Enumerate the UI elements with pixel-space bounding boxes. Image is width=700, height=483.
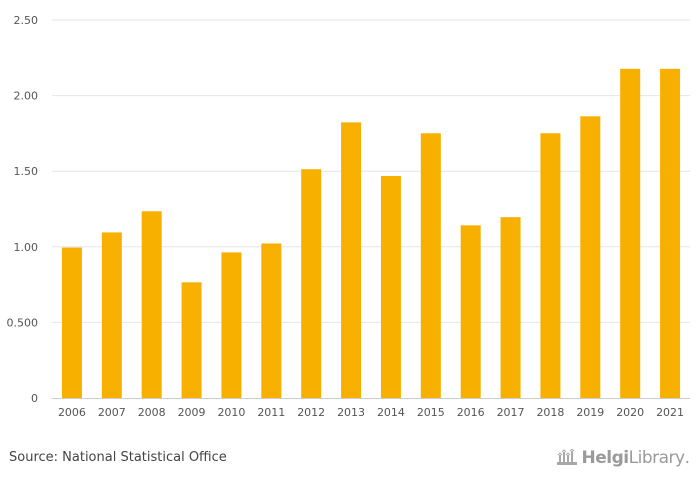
bar-2007	[101, 232, 122, 398]
helgi-library-logo: HelgiLibrary.	[556, 448, 690, 468]
bar-2010	[221, 252, 242, 398]
bar-2016	[460, 225, 481, 398]
bar-2008	[141, 211, 162, 398]
helgi-library-mark-icon	[556, 449, 577, 465]
logo-helgi-text: Helgi	[581, 448, 630, 468]
y-tick-label: 2.50	[14, 14, 39, 27]
bar-2012	[301, 169, 322, 398]
bar-2006	[61, 247, 82, 398]
source-note: Source: National Statistical Office	[9, 450, 227, 465]
bar-2009	[181, 282, 202, 398]
x-tick-label: 2015	[417, 406, 445, 419]
x-tick-label: 2006	[58, 406, 86, 419]
x-tick-label: 2010	[217, 406, 245, 419]
x-tick-label: 2020	[616, 406, 644, 419]
bar-2017	[500, 217, 521, 398]
y-tick-label: 0	[31, 392, 38, 405]
bar-2011	[261, 243, 282, 398]
bar-2013	[341, 122, 362, 398]
bar-2021	[660, 68, 681, 399]
y-tick-label: 1.00	[14, 241, 39, 254]
y-tick-label: 0.500	[7, 316, 39, 329]
y-tick-label: 2.00	[14, 90, 39, 103]
x-tick-label: 2012	[297, 406, 325, 419]
bar-2015	[420, 133, 441, 399]
x-tick-label: 2017	[497, 406, 525, 419]
x-tick-label: 2007	[98, 406, 126, 419]
bar-2014	[380, 176, 401, 398]
x-tick-label: 2008	[138, 406, 166, 419]
bar-2019	[580, 116, 601, 399]
y-tick-label: 1.50	[14, 165, 39, 178]
x-tick-label: 2018	[536, 406, 564, 419]
x-tick-label: 2019	[576, 406, 604, 419]
bars	[61, 68, 681, 399]
x-tick-label: 2014	[377, 406, 405, 419]
x-tick-label: 2011	[257, 406, 285, 419]
logo-dot-text: .	[684, 448, 690, 468]
y-axis-tick-labels: 0 0.500 1.00 1.50 2.00 2.50	[7, 14, 39, 405]
x-axis-tick-labels: 2006 2007 2008 2009 2010 2011 2012 2013 2014 2015…	[58, 406, 684, 419]
bar-2018	[540, 133, 561, 399]
logo-library-text: Library	[628, 448, 685, 468]
x-tick-label: 2009	[178, 406, 206, 419]
x-tick-label: 2016	[457, 406, 485, 419]
x-tick-label: 2021	[656, 406, 684, 419]
x-tick-label: 2013	[337, 406, 365, 419]
bar-2020	[620, 68, 641, 399]
